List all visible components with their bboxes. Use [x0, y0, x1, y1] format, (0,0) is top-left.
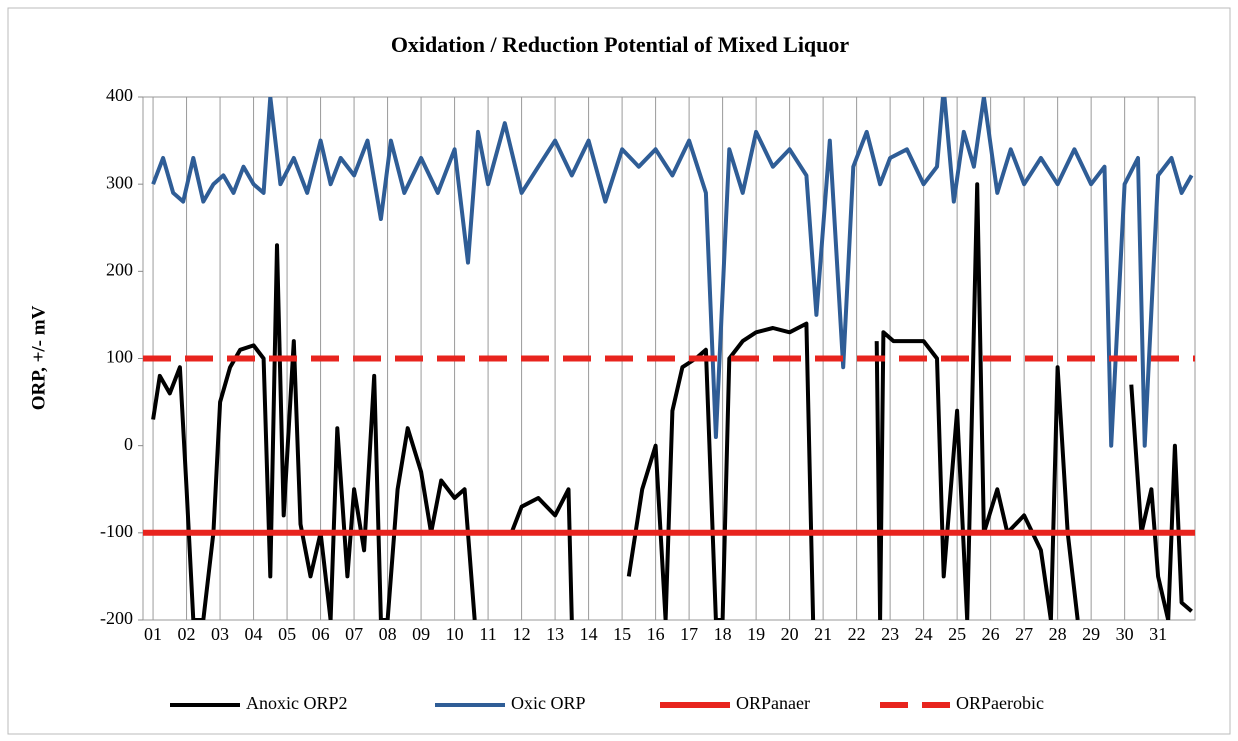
x-tick-label: 29: [1082, 624, 1100, 644]
y-tick-label: 100: [106, 347, 133, 367]
y-axis-label: ORP, +/- mV: [28, 305, 49, 410]
x-tick-label: 25: [948, 624, 966, 644]
y-tick-label: 400: [106, 85, 133, 105]
x-tick-label: 31: [1149, 624, 1167, 644]
x-tick-label: 28: [1049, 624, 1067, 644]
chart-frame: [7, 7, 1231, 735]
chart-title: Oxidation / Reduction Potential of Mixed…: [391, 32, 850, 57]
x-tick-label: 17: [680, 624, 698, 644]
y-tick-label: 0: [124, 434, 133, 454]
x-tick-label: 14: [580, 624, 598, 644]
x-tick-label: 21: [814, 624, 832, 644]
x-tick-label: 03: [211, 624, 229, 644]
x-tick-label: 11: [479, 624, 496, 644]
x-tick-label: 06: [312, 624, 330, 644]
x-tick-label: 05: [278, 624, 296, 644]
x-tick-label: 13: [546, 624, 564, 644]
series-line: [151, 97, 1194, 448]
x-tick-label: 26: [982, 624, 1000, 644]
legend-label: Anoxic ORP2: [246, 693, 348, 713]
y-tick-label: 300: [106, 172, 133, 192]
x-tick-label: 23: [881, 624, 899, 644]
x-tick-label: 07: [345, 624, 363, 644]
x-tick-label: 08: [379, 624, 397, 644]
legend-label: Oxic ORP: [511, 693, 586, 713]
x-tick-label: 12: [513, 624, 531, 644]
x-tick-label: 30: [1116, 624, 1134, 644]
x-tick-label: 09: [412, 624, 430, 644]
x-tick-label: 10: [446, 624, 464, 644]
x-tick-label: 02: [178, 624, 196, 644]
x-tick-label: 16: [647, 624, 665, 644]
x-tick-label: 01: [144, 624, 162, 644]
x-tick-label: 27: [1015, 624, 1033, 644]
x-tick-label: 04: [245, 624, 263, 644]
y-tick-label: -200: [100, 608, 133, 628]
x-tick-label: 15: [613, 624, 631, 644]
x-tick-label: 22: [848, 624, 866, 644]
x-tick-label: 20: [781, 624, 799, 644]
legend-label: ORPaerobic: [956, 693, 1044, 713]
legend-label: ORPanaer: [736, 693, 810, 713]
y-tick-label: -100: [100, 521, 133, 541]
series-line: [151, 182, 1193, 620]
x-tick-label: 19: [747, 624, 765, 644]
x-tick-label: 24: [915, 624, 933, 644]
y-tick-label: 200: [106, 259, 133, 279]
x-tick-label: 18: [714, 624, 732, 644]
